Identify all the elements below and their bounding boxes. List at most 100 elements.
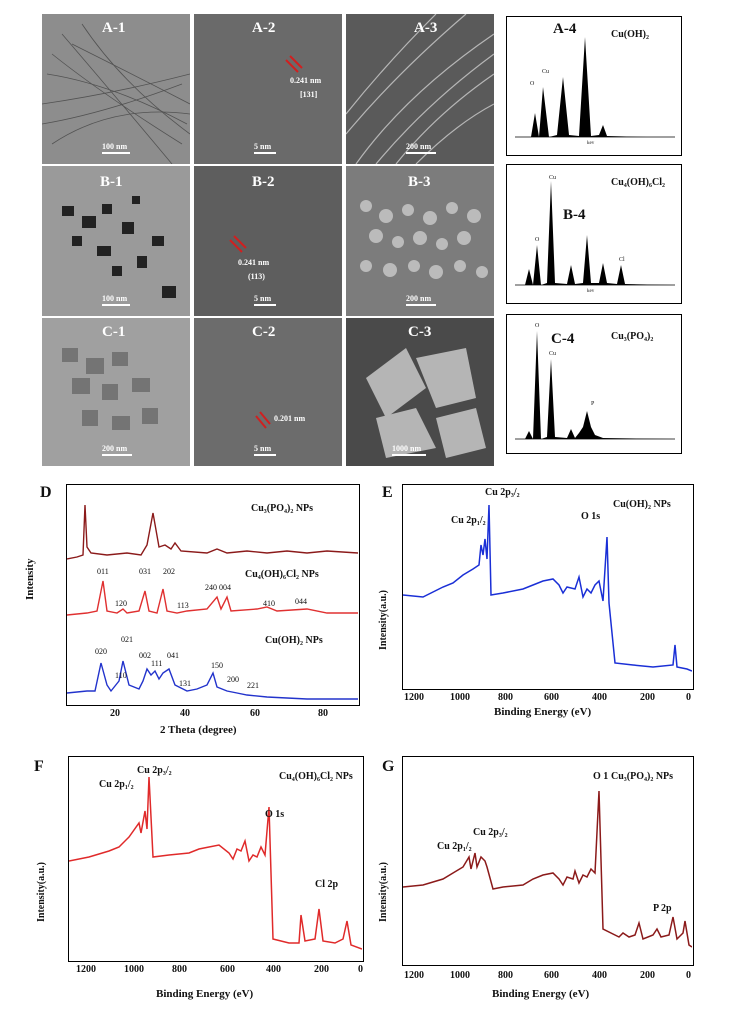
micrograph-c3: C-3 1000 nm (346, 318, 494, 466)
xps-xtick-f: 200 (314, 964, 329, 975)
xrd-peak-label: 221 (247, 681, 259, 690)
xps-ann-cu2p12-f: Cu 2p₁/₂ (99, 779, 134, 790)
scale-bar-b1: 100 nm (102, 294, 130, 306)
eds-peak-cu-a4: Cu (542, 69, 550, 75)
panel-label-g: G (382, 758, 395, 775)
eds-label-a4: A-4 (553, 21, 577, 37)
xps-panel-e: E Intensity(a.u.) Cu(OH)₂ NPs Cu 2p₁/₂ C… (374, 480, 704, 742)
eds-label-c4: C-4 (551, 331, 575, 347)
xrd-xtick: 40 (180, 708, 190, 719)
xrd-xtick: 80 (318, 708, 328, 719)
eds-panel-c4: C-4 Cu₃(PO₄)₂ O Cu P (506, 314, 682, 454)
xrd-plot-area: Cu₃(PO₄)₂ NPs Cu₄(OH)₆Cl₂ NPs Cu(OH)₂ NP… (66, 484, 360, 706)
scale-bar-b2: 5 nm (254, 294, 276, 306)
eds-spectrum-c4 (515, 331, 675, 440)
xps-ann-o1-g: O 1 (593, 771, 609, 782)
xps-xlabel-g: Binding Energy (eV) (492, 988, 590, 1000)
xrd-peak-label: 031 (139, 567, 151, 576)
xps-xtick-g: 0 (686, 970, 691, 981)
granular-texture (360, 200, 488, 279)
plane-label-b2: (113) (248, 272, 265, 281)
xps-title-f: Cu₄(OH)₆Cl₂ NPs (279, 771, 353, 782)
scale-bar-a3: 200 nm (406, 142, 436, 154)
micrograph-b1: B-1 100 nm (42, 166, 190, 316)
xrd-peak-label: 004 (219, 583, 231, 592)
eds-spectrum-b4 (515, 181, 675, 286)
xps-ann-cu2p12-e: Cu 2p₁/₂ (451, 515, 486, 526)
xrd-peak-label: 120 (115, 599, 127, 608)
lattice-marker-a2 (285, 55, 303, 73)
panel-label-c3: C-3 (408, 324, 432, 340)
scale-bar-c1: 200 nm (102, 444, 132, 456)
eds-panel-b4: Cu₄(OH)₆Cl₂ B-4 Cu O Cl kev (506, 164, 682, 304)
particle-texture (62, 196, 176, 298)
eds-panel-a4: A-4 Cu(OH)₂ O Cu kev (506, 16, 682, 156)
bundle-texture (346, 14, 494, 164)
xps-xtick-g: 400 (592, 970, 607, 981)
xrd-peak-label: 021 (121, 635, 133, 644)
micrograph-grid: A-1 100 nm A-2 0.241 nm [131] 5 nm A-3 2… (42, 14, 502, 466)
panel-label-b3: B-3 (408, 174, 431, 190)
panel-label-e: E (382, 484, 393, 501)
xps-ann-o1s-f: O 1s (265, 809, 285, 820)
scale-text-a3: 200 nm (406, 142, 432, 151)
micrograph-c2: C-2 0.201 nm 5 nm (194, 318, 342, 466)
xrd-series-cu3po42 (66, 504, 359, 560)
spacing-label-a2: 0.241 nm (290, 76, 322, 85)
micrograph-a3: A-3 200 nm (346, 14, 494, 164)
spacing-label-b2: 0.241 nm (238, 258, 270, 267)
xrd-peak-label: 041 (167, 651, 179, 660)
xrd-plot (66, 504, 359, 700)
eds-compound-b4: Cu₄(OH)₆Cl₂ (611, 177, 665, 188)
xrd-peak-label: 044 (295, 597, 307, 606)
eds-spectrum-a4 (515, 37, 675, 138)
xrd-xtick: 60 (250, 708, 260, 719)
scale-text-b3: 200 nm (406, 294, 432, 303)
xps-xtick-f: 1000 (124, 964, 144, 975)
scale-text-a1: 100 nm (102, 142, 128, 151)
scale-bar-c2: 5 nm (254, 444, 276, 456)
scale-text-b1: 100 nm (102, 294, 128, 303)
spacing-label-c2: 0.201 nm (274, 414, 306, 423)
xps-xtick-f: 1200 (76, 964, 96, 975)
xrd-series-cu4oh6cl2 (66, 580, 358, 616)
xps-plot-f (68, 776, 363, 950)
xps-xtick-g: 800 (498, 970, 513, 981)
xps-ann-cu2p32-f: Cu 2p₃/₂ (137, 765, 172, 776)
xps-xtick-e: 0 (686, 692, 691, 703)
xrd-xtick: 20 (110, 708, 120, 719)
xps-curve-e (402, 504, 693, 672)
xps-xtick-g: 1200 (404, 970, 424, 981)
xrd-peak-label: 111 (151, 659, 163, 668)
panel-label-b2: B-2 (252, 174, 275, 190)
xps-ann-cu2p12-g: Cu 2p₁/₂ (437, 841, 472, 852)
nanowire-texture (42, 23, 190, 164)
panel-label-c2: C-2 (252, 324, 276, 340)
xrd-peak-label: 202 (163, 567, 175, 576)
xps-xtick-f: 800 (172, 964, 187, 975)
xps-xtick-e: 400 (592, 692, 607, 703)
eds-label-b4: B-4 (563, 207, 586, 223)
scale-text-a2: 5 nm (254, 142, 272, 151)
xrd-peak-label: 410 (263, 599, 275, 608)
xrd-xlabel: 2 Theta (degree) (160, 724, 237, 736)
lattice-marker-c2 (255, 411, 271, 429)
xps-xtick-e: 1000 (450, 692, 470, 703)
xrd-panel: D Intensity Cu₃(PO₄)₂ NPs Cu₄(OH)₆Cl₂ NP… (24, 480, 370, 742)
xps-ann-cl2p-f: Cl 2p (315, 879, 339, 890)
xps-plot-area-f: Cu₄(OH)₆Cl₂ NPs Cu 2p₁/₂ Cu 2p₃/₂ O 1s C… (68, 756, 364, 962)
micrograph-a2: A-2 0.241 nm [131] 5 nm (194, 14, 342, 164)
xrd-ylabel: Intensity (24, 558, 36, 600)
xrd-peak-label: 150 (211, 661, 223, 670)
xrd-series-cuoh2 (66, 660, 358, 700)
xrd-peak-label: 020 (95, 647, 107, 656)
panel-label-f: F (34, 758, 44, 775)
panel-label-c1: C-1 (102, 324, 126, 340)
xrd-series-label-cu3po42: Cu₃(PO₄)₂ NPs (251, 503, 314, 514)
lattice-marker-b2 (229, 235, 247, 253)
panel-label-a3: A-3 (414, 20, 438, 36)
xrd-series-label-cu4oh6cl2: Cu₄(OH)₆Cl₂ NPs (245, 569, 319, 580)
eds-compound-c4: Cu₃(PO₄)₂ (611, 331, 654, 342)
xps-ylabel-e: Intensity(a.u.) (378, 589, 389, 650)
eds-peak-cu-b4: Cu (549, 175, 557, 181)
